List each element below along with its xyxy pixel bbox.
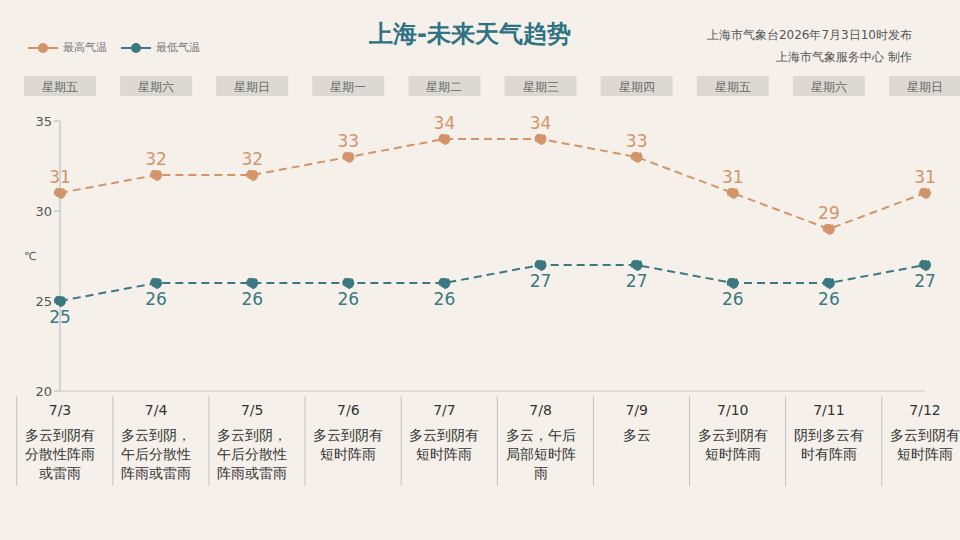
svg-text:26: 26 bbox=[241, 289, 263, 309]
svg-text:阴到多云有: 阴到多云有 bbox=[794, 427, 864, 443]
html-text:最低气温: 最低气温 bbox=[156, 41, 200, 54]
svg-text:27: 27 bbox=[914, 271, 936, 291]
svg-text:26: 26 bbox=[434, 289, 456, 309]
html-text:上海市气象台2026年7月3日10时发布: 上海市气象台2026年7月3日10时发布 bbox=[706, 28, 912, 42]
svg-text:7/11: 7/11 bbox=[813, 402, 844, 418]
svg-text:星期六: 星期六 bbox=[811, 80, 847, 94]
svg-text:33: 33 bbox=[338, 131, 360, 151]
svg-text:多云到阴，: 多云到阴， bbox=[121, 427, 191, 443]
svg-text:27: 27 bbox=[530, 271, 552, 291]
svg-text:30: 30 bbox=[35, 204, 52, 219]
svg-text:26: 26 bbox=[722, 289, 744, 309]
svg-text:短时阵雨: 短时阵雨 bbox=[897, 446, 953, 462]
svg-text:7/7: 7/7 bbox=[433, 402, 456, 418]
svg-text:短时阵雨: 短时阵雨 bbox=[416, 446, 472, 462]
svg-text:34: 34 bbox=[530, 113, 552, 133]
svg-text:星期二: 星期二 bbox=[426, 80, 462, 94]
svg-text:多云到阴有: 多云到阴有 bbox=[409, 427, 479, 443]
svg-text:31: 31 bbox=[49, 167, 71, 187]
svg-text:32: 32 bbox=[241, 149, 263, 169]
svg-text:7/3: 7/3 bbox=[49, 402, 72, 418]
svg-text:时有阵雨: 时有阵雨 bbox=[801, 446, 857, 462]
svg-text:或雷雨: 或雷雨 bbox=[39, 465, 81, 481]
svg-text:32: 32 bbox=[145, 149, 167, 169]
svg-text:26: 26 bbox=[338, 289, 360, 309]
svg-text:多云到阴有: 多云到阴有 bbox=[698, 427, 768, 443]
svg-text:多云，午后: 多云，午后 bbox=[506, 427, 576, 443]
svg-text:午后分散性: 午后分散性 bbox=[121, 446, 191, 462]
svg-text:多云到阴，: 多云到阴， bbox=[217, 427, 287, 443]
svg-text:35: 35 bbox=[35, 114, 52, 129]
svg-text:局部短时阵: 局部短时阵 bbox=[506, 446, 576, 462]
svg-text:星期日: 星期日 bbox=[234, 80, 270, 94]
svg-text:多云到阴有: 多云到阴有 bbox=[890, 427, 960, 443]
svg-text:31: 31 bbox=[722, 167, 744, 187]
svg-text:25: 25 bbox=[35, 293, 52, 309]
svg-text:短时阵雨: 短时阵雨 bbox=[705, 446, 761, 462]
svg-text:33: 33 bbox=[626, 131, 648, 151]
svg-text:7/10: 7/10 bbox=[717, 402, 748, 418]
svg-text:26: 26 bbox=[818, 289, 840, 309]
svg-text:阵雨或雷雨: 阵雨或雷雨 bbox=[217, 465, 287, 481]
svg-text:25: 25 bbox=[49, 307, 71, 327]
svg-text:星期一: 星期一 bbox=[330, 80, 366, 94]
svg-text:星期四: 星期四 bbox=[619, 80, 655, 94]
svg-text:星期三: 星期三 bbox=[523, 80, 559, 94]
svg-text:7/6: 7/6 bbox=[337, 402, 360, 418]
svg-text:7/8: 7/8 bbox=[529, 402, 552, 418]
svg-text:多云: 多云 bbox=[623, 427, 651, 443]
svg-text:午后分散性: 午后分散性 bbox=[217, 446, 287, 462]
svg-text:雨: 雨 bbox=[534, 465, 548, 481]
svg-text:26: 26 bbox=[145, 289, 167, 309]
svg-text:27: 27 bbox=[626, 271, 648, 291]
svg-text:阵雨或雷雨: 阵雨或雷雨 bbox=[121, 465, 191, 481]
svg-text:34: 34 bbox=[434, 113, 456, 133]
svg-text:多云到阴有: 多云到阴有 bbox=[25, 427, 95, 443]
svg-text:31: 31 bbox=[914, 167, 936, 187]
svg-text:多云到阴有: 多云到阴有 bbox=[313, 427, 383, 443]
svg-text:20: 20 bbox=[35, 384, 52, 399]
svg-text:星期六: 星期六 bbox=[138, 80, 174, 94]
svg-text:分散性阵雨: 分散性阵雨 bbox=[25, 446, 95, 462]
html-text:上海-未来天气趋势: 上海-未来天气趋势 bbox=[369, 20, 571, 48]
svg-text:短时阵雨: 短时阵雨 bbox=[320, 446, 376, 462]
svg-text:星期五: 星期五 bbox=[42, 80, 78, 94]
svg-text:星期日: 星期日 bbox=[907, 80, 943, 94]
svg-text:℃: ℃ bbox=[24, 250, 36, 263]
svg-text:7/5: 7/5 bbox=[241, 402, 264, 418]
svg-text:星期五: 星期五 bbox=[715, 80, 751, 94]
svg-text:7/12: 7/12 bbox=[909, 402, 940, 418]
svg-text:7/9: 7/9 bbox=[625, 402, 648, 418]
svg-text:29: 29 bbox=[818, 203, 840, 223]
html-text:上海市气象服务中心 制作: 上海市气象服务中心 制作 bbox=[776, 50, 912, 64]
svg-text:7/4: 7/4 bbox=[145, 402, 168, 418]
html-text:最高气温: 最高气温 bbox=[63, 41, 107, 54]
